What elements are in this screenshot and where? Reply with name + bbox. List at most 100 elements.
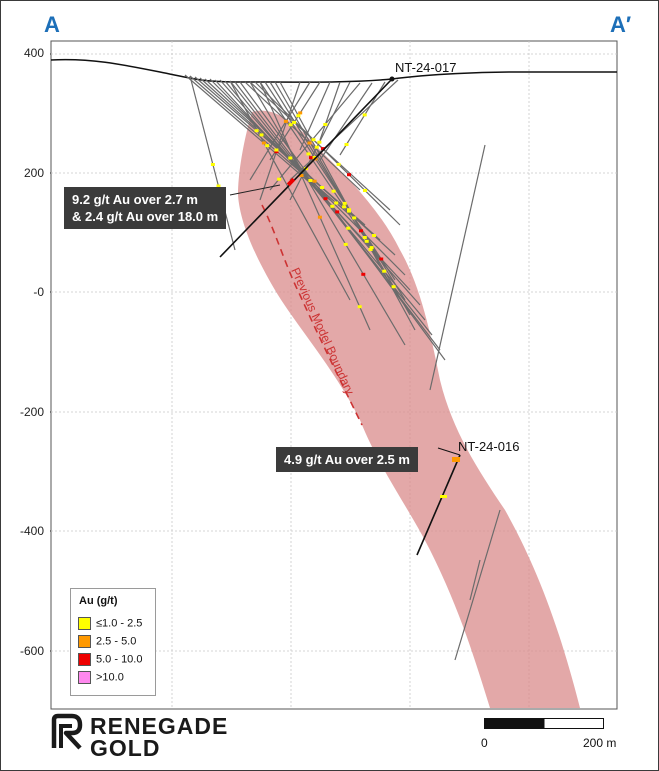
assay-tick [283,119,288,123]
legend-swatch [78,635,91,648]
assay-legend: Au (g/t) ≤1.0 - 2.5 2.5 - 5.0 5.0 - 10.0… [70,588,156,696]
assay-tick [347,173,351,177]
assay-tick [342,205,347,209]
assay-tick [306,152,311,156]
assay-tick [274,150,279,154]
collar-nt-24-017 [389,76,395,82]
drill-trace [274,81,411,316]
drill-trace [259,81,371,331]
legend-item: ≤1.0 - 2.5 [78,617,142,631]
assay-tick [362,113,367,117]
logo-mark-icon [51,713,83,750]
drill-trace [319,81,341,141]
legend-swatch [78,671,91,684]
drill-trace [469,559,481,601]
callout-line: 4.9 g/t Au over 2.5 m [284,452,410,467]
assay-tick [364,239,369,243]
drill-hole-label-nt-24-016: NT-24-016 [458,439,520,454]
assay-callout-nt-24-016: 4.9 g/t Au over 2.5 m [276,447,418,472]
plot-border [50,40,618,710]
legend-swatch [78,617,91,630]
topography-line [50,58,617,83]
drill-trace [234,81,441,351]
assay-tick [368,248,373,251]
drill-trace [229,80,351,301]
assay-tick [334,201,339,205]
legend-item: 5.0 - 10.0 [78,653,142,667]
assay-tick [261,141,266,145]
drill-hole-label-nt-24-017: NT-24-017 [395,60,457,75]
assay-tick [361,272,366,276]
assay-tick [298,111,303,115]
assay-tick [312,179,317,183]
drill-hole-nt-24-017 [219,78,393,258]
mineralized-zone [238,110,580,708]
drill-trace [299,81,331,151]
drill-hole-nt-24-016 [416,454,461,556]
assay-tick [362,236,367,239]
assay-tick [369,246,374,250]
y-tick-label: -0 [33,285,44,299]
assay-tick [288,123,293,127]
assay-highlight [286,177,296,187]
assay-tick [259,133,264,137]
scale-bar [484,718,604,729]
drill-trace [319,82,373,161]
assay-tick [274,148,279,152]
section-start-label: A [44,12,60,37]
y-tick-label: -600 [19,644,44,658]
assay-tick [311,138,316,142]
legend-item: >10.0 [78,671,124,685]
drill-trace [259,81,301,201]
logo-text-line2: GOLD [90,735,161,761]
assay-tick [346,226,351,230]
assay-tick [296,114,301,118]
legend-item: 2.5 - 5.0 [78,635,136,649]
drill-trace [289,79,399,181]
assay-tick [347,209,351,213]
assay-tick [391,285,396,289]
logo-text-line1: RENEGADE [90,713,229,739]
assay-tick [330,204,335,208]
legend-label: ≤1.0 - 2.5 [96,617,143,630]
drill-trace [279,81,416,331]
assay-tick [299,174,304,177]
assay-highlight [452,457,460,462]
assay-tick [323,197,328,201]
assay-tick [320,147,325,151]
assay-tick [288,156,293,160]
drill-trace [454,509,501,661]
assay-tick [320,186,325,189]
drill-trace [429,144,486,391]
assay-tick [317,215,322,219]
y-tick-label: -400 [19,524,44,538]
drill-trace [254,81,401,226]
assay-tick [331,189,336,193]
assay-tick [363,189,367,192]
assay-tick [210,163,215,166]
assay-tick [379,257,384,261]
drill-trace [244,81,361,191]
assay-tick [277,177,282,181]
assay-tick [359,229,363,233]
drill-trace [239,81,446,361]
assay-tick [343,242,348,246]
assay-tick [309,156,313,160]
assay-tick [317,140,322,144]
y-tick-label: 400 [23,46,44,60]
y-tick-label: -200 [19,405,44,419]
assay-tick [254,129,259,133]
legend-swatch [78,653,91,666]
assay-tick [382,269,387,273]
scale-bar-start-label: 0 [481,736,488,750]
assay-tick [336,162,341,166]
assay-tick [308,179,313,182]
legend-label: >10.0 [96,671,124,684]
callout-line: & 2.4 g/t Au over 18.0 m [72,209,219,224]
renegade-gold-logo: RENEGADE GOLD [50,712,227,760]
cross-section-plot: Previous Model Boundary [50,40,618,710]
assay-tick [265,144,270,148]
assay-tick [314,145,319,149]
section-end-label: A′ [610,12,632,37]
assay-tick [307,141,312,145]
